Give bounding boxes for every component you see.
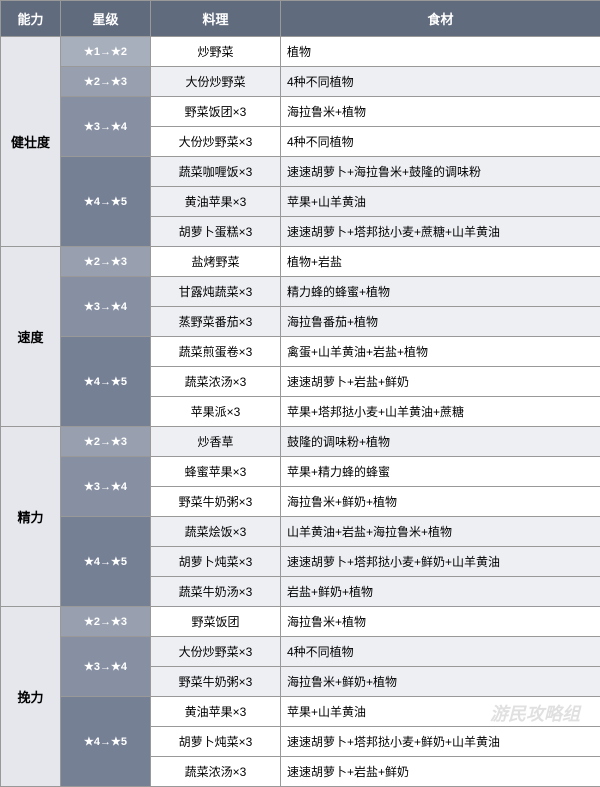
ingredient-cell: 速速胡萝卜+塔邦挞小麦+蔗糖+山羊黄油 xyxy=(281,217,600,247)
dish-cell: 炒野菜 xyxy=(151,37,281,67)
dish-cell: 蔬菜煎蛋卷×3 xyxy=(151,337,281,367)
ability-cell: 精力 xyxy=(1,427,61,607)
star-cell: ★3→★4 xyxy=(61,277,151,337)
table-row: ★4→★5蔬菜烩饭×3山羊黄油+岩盐+海拉鲁米+植物 xyxy=(1,517,600,547)
table-row: 速度★2→★3盐烤野菜植物+岩盐 xyxy=(1,247,600,277)
header-ingredient: 食材 xyxy=(281,1,600,37)
star-cell: ★4→★5 xyxy=(61,697,151,787)
header-star: 星级 xyxy=(61,1,151,37)
table-row: ★3→★4野菜饭团×3海拉鲁米+植物 xyxy=(1,97,600,127)
ingredient-cell: 4种不同植物 xyxy=(281,67,600,97)
star-cell: ★4→★5 xyxy=(61,157,151,247)
dish-cell: 蜂蜜苹果×3 xyxy=(151,457,281,487)
ingredient-cell: 海拉鲁米+植物 xyxy=(281,97,600,127)
ingredient-cell: 速速胡萝卜+塔邦挞小麦+鲜奶+山羊黄油 xyxy=(281,727,600,757)
ingredient-cell: 山羊黄油+岩盐+海拉鲁米+植物 xyxy=(281,517,600,547)
star-cell: ★3→★4 xyxy=(61,97,151,157)
dish-cell: 大份炒野菜×3 xyxy=(151,637,281,667)
ability-cell: 健壮度 xyxy=(1,37,61,247)
dish-cell: 野菜饭团×3 xyxy=(151,97,281,127)
ingredient-cell: 海拉鲁番茄+植物 xyxy=(281,307,600,337)
ingredient-cell: 精力蜂的蜂蜜+植物 xyxy=(281,277,600,307)
dish-cell: 苹果派×3 xyxy=(151,397,281,427)
ingredient-cell: 鼓隆的调味粉+植物 xyxy=(281,427,600,457)
ingredient-cell: 4种不同植物 xyxy=(281,637,600,667)
ingredient-cell: 苹果+山羊黄油 xyxy=(281,697,600,727)
ingredient-cell: 苹果+精力蜂的蜂蜜 xyxy=(281,457,600,487)
dish-cell: 野菜牛奶粥×3 xyxy=(151,487,281,517)
dish-cell: 蔬菜浓汤×3 xyxy=(151,757,281,787)
upgrade-table: 能力 星级 料理 食材 健壮度★1→★2炒野菜植物★2→★3大份炒野菜4种不同植… xyxy=(0,0,600,787)
ingredient-cell: 苹果+山羊黄油 xyxy=(281,187,600,217)
table-row: ★4→★5黄油苹果×3苹果+山羊黄油 xyxy=(1,697,600,727)
star-cell: ★3→★4 xyxy=(61,457,151,517)
ingredient-cell: 岩盐+鲜奶+植物 xyxy=(281,577,600,607)
ingredient-cell: 速速胡萝卜+海拉鲁米+鼓隆的调味粉 xyxy=(281,157,600,187)
dish-cell: 炒香草 xyxy=(151,427,281,457)
table-row: 健壮度★1→★2炒野菜植物 xyxy=(1,37,600,67)
ingredient-cell: 海拉鲁米+鲜奶+植物 xyxy=(281,667,600,697)
table-row: ★3→★4大份炒野菜×34种不同植物 xyxy=(1,637,600,667)
dish-cell: 大份炒野菜 xyxy=(151,67,281,97)
table-row: ★4→★5蔬菜煎蛋卷×3禽蛋+山羊黄油+岩盐+植物 xyxy=(1,337,600,367)
dish-cell: 蔬菜牛奶汤×3 xyxy=(151,577,281,607)
ability-cell: 挽力 xyxy=(1,607,61,787)
dish-cell: 野菜牛奶粥×3 xyxy=(151,667,281,697)
dish-cell: 蔬菜浓汤×3 xyxy=(151,367,281,397)
ingredient-cell: 植物+岩盐 xyxy=(281,247,600,277)
table-row: ★2→★3大份炒野菜4种不同植物 xyxy=(1,67,600,97)
ingredient-cell: 海拉鲁米+鲜奶+植物 xyxy=(281,487,600,517)
ingredient-cell: 植物 xyxy=(281,37,600,67)
table-row: ★3→★4甘露炖蔬菜×3精力蜂的蜂蜜+植物 xyxy=(1,277,600,307)
dish-cell: 黄油苹果×3 xyxy=(151,697,281,727)
header-row: 能力 星级 料理 食材 xyxy=(1,1,600,37)
header-ability: 能力 xyxy=(1,1,61,37)
table-row: ★4→★5蔬菜咖喱饭×3速速胡萝卜+海拉鲁米+鼓隆的调味粉 xyxy=(1,157,600,187)
dish-cell: 盐烤野菜 xyxy=(151,247,281,277)
ingredient-cell: 速速胡萝卜+岩盐+鲜奶 xyxy=(281,367,600,397)
dish-cell: 胡萝卜蛋糕×3 xyxy=(151,217,281,247)
dish-cell: 蔬菜烩饭×3 xyxy=(151,517,281,547)
ingredient-cell: 禽蛋+山羊黄油+岩盐+植物 xyxy=(281,337,600,367)
header-dish: 料理 xyxy=(151,1,281,37)
ingredient-cell: 海拉鲁米+植物 xyxy=(281,607,600,637)
dish-cell: 甘露炖蔬菜×3 xyxy=(151,277,281,307)
ingredient-cell: 速速胡萝卜+岩盐+鲜奶 xyxy=(281,757,600,787)
star-cell: ★3→★4 xyxy=(61,637,151,697)
star-cell: ★2→★3 xyxy=(61,427,151,457)
dish-cell: 黄油苹果×3 xyxy=(151,187,281,217)
star-cell: ★4→★5 xyxy=(61,517,151,607)
star-cell: ★2→★3 xyxy=(61,607,151,637)
table-row: ★3→★4蜂蜜苹果×3苹果+精力蜂的蜂蜜 xyxy=(1,457,600,487)
dish-cell: 蔬菜咖喱饭×3 xyxy=(151,157,281,187)
dish-cell: 胡萝卜炖菜×3 xyxy=(151,547,281,577)
ingredient-cell: 速速胡萝卜+塔邦挞小麦+鲜奶+山羊黄油 xyxy=(281,547,600,577)
star-cell: ★4→★5 xyxy=(61,337,151,427)
table-row: 精力★2→★3炒香草鼓隆的调味粉+植物 xyxy=(1,427,600,457)
dish-cell: 野菜饭团 xyxy=(151,607,281,637)
table-row: 挽力★2→★3野菜饭团海拉鲁米+植物 xyxy=(1,607,600,637)
ability-cell: 速度 xyxy=(1,247,61,427)
ingredient-cell: 苹果+塔邦挞小麦+山羊黄油+蔗糖 xyxy=(281,397,600,427)
star-cell: ★2→★3 xyxy=(61,67,151,97)
dish-cell: 胡萝卜炖菜×3 xyxy=(151,727,281,757)
dish-cell: 蒸野菜番茄×3 xyxy=(151,307,281,337)
ingredient-cell: 4种不同植物 xyxy=(281,127,600,157)
star-cell: ★1→★2 xyxy=(61,37,151,67)
star-cell: ★2→★3 xyxy=(61,247,151,277)
dish-cell: 大份炒野菜×3 xyxy=(151,127,281,157)
